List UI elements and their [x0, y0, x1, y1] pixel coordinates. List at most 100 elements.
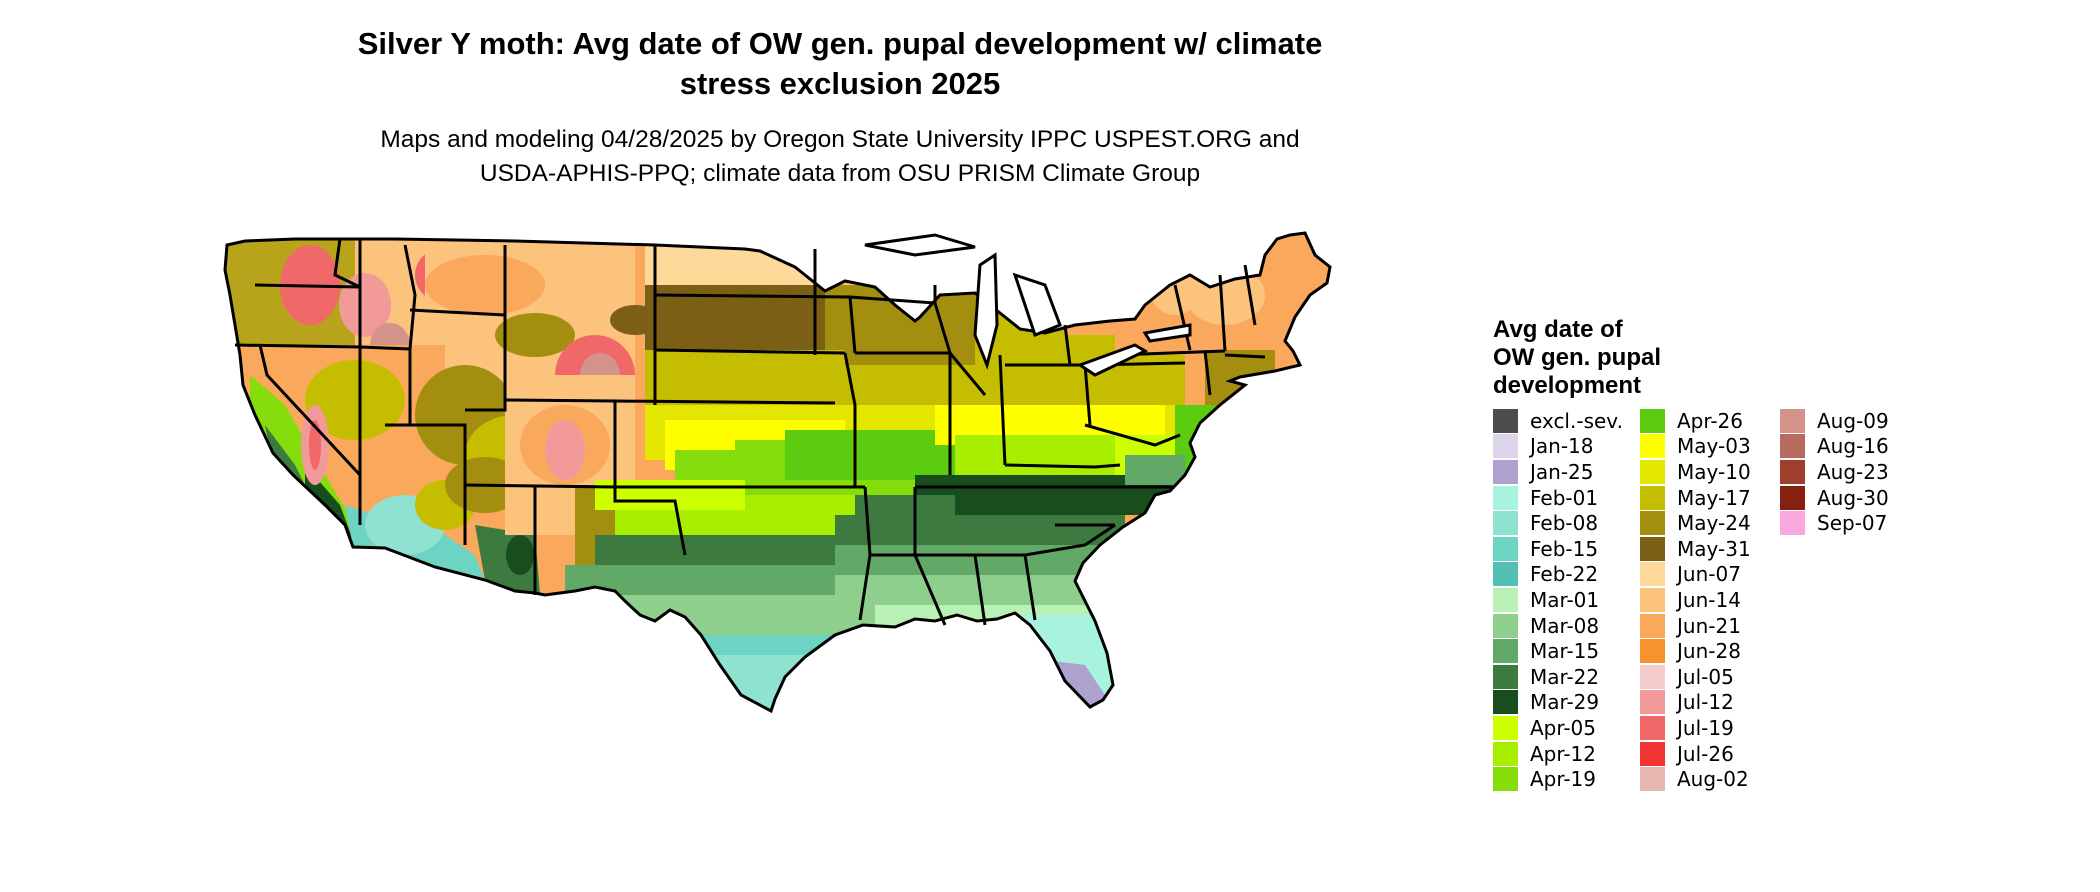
legend-item: Apr-12 — [1493, 741, 1623, 767]
legend-item: Aug-23 — [1780, 459, 1889, 485]
legend-swatch — [1780, 511, 1805, 536]
legend-swatch — [1640, 485, 1665, 510]
legend-item: Mar-08 — [1493, 613, 1623, 639]
legend-label: May-03 — [1677, 434, 1751, 459]
map-subtitle-line-1: Maps and modeling 04/28/2025 by Oregon S… — [380, 126, 1300, 153]
legend-label: Mar-29 — [1530, 690, 1600, 715]
legend-swatch — [1493, 536, 1518, 561]
legend-column-2: Apr-26 May-03 May-10 May-17 May-24 May-31 Jun-… — [1640, 408, 1751, 792]
legend-label: Jun-14 — [1677, 587, 1741, 612]
legend-item: Sep-07 — [1780, 510, 1889, 536]
legend-swatch — [1640, 613, 1665, 638]
legend-swatch — [1493, 639, 1518, 664]
legend-item: Jul-19 — [1640, 715, 1751, 741]
legend-item: May-17 — [1640, 485, 1751, 511]
legend: Avg date of OW gen. pupal development ex… — [1493, 316, 1889, 792]
legend-swatch — [1493, 715, 1518, 740]
legend-item: Mar-22 — [1493, 664, 1623, 690]
legend-item: Jun-21 — [1640, 613, 1751, 639]
legend-swatch — [1640, 536, 1665, 561]
legend-label: Jun-07 — [1677, 562, 1741, 587]
legend-label: Mar-22 — [1530, 664, 1600, 689]
legend-item: Mar-01 — [1493, 587, 1623, 613]
legend-item: Mar-29 — [1493, 690, 1623, 716]
legend-swatch — [1640, 434, 1665, 459]
legend-swatch — [1493, 690, 1518, 715]
legend-item: Jul-26 — [1640, 741, 1751, 767]
legend-swatch — [1640, 408, 1665, 433]
legend-label: excl.-sev. — [1530, 408, 1623, 433]
legend-swatch — [1493, 741, 1518, 766]
map-title-line-2: stress exclusion 2025 — [679, 66, 1001, 101]
map-title: Silver Y moth: Avg date of OW gen. pupal… — [250, 24, 1430, 104]
legend-swatch — [1640, 741, 1665, 766]
legend-label: May-24 — [1677, 511, 1751, 536]
legend-item: Apr-26 — [1640, 408, 1751, 434]
legend-item: May-10 — [1640, 459, 1751, 485]
legend-item: Feb-08 — [1493, 510, 1623, 536]
legend-swatch — [1640, 562, 1665, 587]
legend-item: excl.-sev. — [1493, 408, 1623, 434]
legend-label: Jul-26 — [1677, 741, 1734, 766]
legend-swatch — [1493, 613, 1518, 638]
legend-swatch — [1780, 485, 1805, 510]
map-subtitle-line-2: USDA-APHIS-PPQ; climate data from OSU PR… — [479, 160, 1201, 187]
legend-label: Mar-15 — [1530, 639, 1600, 664]
legend-label: Jun-21 — [1677, 613, 1741, 638]
legend-title-line-1: Avg date of — [1493, 316, 1623, 343]
legend-swatch — [1493, 459, 1518, 484]
legend-label: May-10 — [1677, 459, 1751, 484]
legend-item: Aug-09 — [1780, 408, 1889, 434]
legend-label: Mar-01 — [1530, 587, 1600, 612]
legend-item: Jun-07 — [1640, 562, 1751, 588]
legend-label: Aug-23 — [1817, 459, 1889, 484]
legend-label: Jun-28 — [1677, 639, 1741, 664]
legend-label: Aug-30 — [1817, 485, 1889, 510]
legend-item: Jan-18 — [1493, 434, 1623, 460]
legend-item: Feb-22 — [1493, 562, 1623, 588]
raster-layer — [225, 233, 1330, 711]
state-boundaries — [223, 231, 1332, 713]
legend-swatch — [1493, 562, 1518, 587]
legend-swatch — [1640, 690, 1665, 715]
legend-label: Aug-02 — [1677, 767, 1749, 792]
map-subtitle: Maps and modeling 04/28/2025 by Oregon S… — [230, 123, 1450, 191]
legend-swatch — [1493, 587, 1518, 612]
legend-label: Aug-09 — [1817, 408, 1889, 433]
legend-item: Jun-28 — [1640, 638, 1751, 664]
legend-label: Jan-18 — [1530, 434, 1594, 459]
legend-label: May-17 — [1677, 485, 1751, 510]
legend-swatch — [1640, 639, 1665, 664]
legend-title-line-2: OW gen. pupal — [1493, 344, 1661, 371]
legend-swatch — [1640, 664, 1665, 689]
legend-item: Jan-25 — [1493, 459, 1623, 485]
legend-swatch — [1640, 511, 1665, 536]
legend-swatch — [1640, 767, 1665, 792]
legend-swatch — [1493, 511, 1518, 536]
legend-item: Jun-14 — [1640, 587, 1751, 613]
legend-swatch — [1493, 434, 1518, 459]
legend-item: Jul-05 — [1640, 664, 1751, 690]
legend-label: Feb-15 — [1530, 536, 1599, 561]
legend-item: Apr-05 — [1493, 715, 1623, 741]
legend-item: May-03 — [1640, 434, 1751, 460]
legend-item: Aug-16 — [1780, 434, 1889, 460]
legend-label: Apr-05 — [1530, 715, 1596, 740]
legend-swatch — [1780, 434, 1805, 459]
legend-item: Feb-15 — [1493, 536, 1623, 562]
legend-label: Jan-25 — [1530, 459, 1594, 484]
legend-swatch — [1640, 715, 1665, 740]
legend-swatch — [1780, 408, 1805, 433]
legend-column-1: excl.-sev. Jan-18 Jan-25 Feb-01 Feb-08 Feb-15… — [1493, 408, 1623, 792]
legend-label: Aug-16 — [1817, 434, 1889, 459]
legend-label: Apr-12 — [1530, 741, 1596, 766]
legend-title: Avg date of OW gen. pupal development — [1493, 316, 1713, 400]
legend-columns: excl.-sev. Jan-18 Jan-25 Feb-01 Feb-08 Feb-15… — [1493, 408, 1933, 808]
legend-label: Jul-12 — [1677, 690, 1734, 715]
legend-item: Aug-02 — [1640, 766, 1751, 792]
legend-swatch — [1493, 408, 1518, 433]
legend-label: Feb-22 — [1530, 562, 1599, 587]
map-title-line-1: Silver Y moth: Avg date of OW gen. pupal… — [357, 26, 1323, 61]
legend-swatch — [1493, 485, 1518, 510]
legend-label: May-31 — [1677, 536, 1751, 561]
